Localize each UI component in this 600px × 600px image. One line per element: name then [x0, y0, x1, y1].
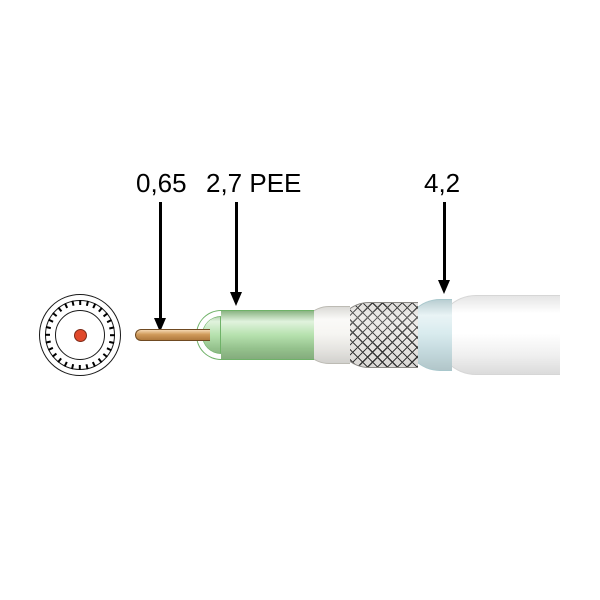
- layer-jacket: [436, 295, 560, 375]
- diagram-stage: 0,65 2,7 PEE 4,2: [0, 0, 600, 600]
- arrow-dielectric-head: [230, 292, 242, 306]
- arrow-dielectric-line: [235, 202, 238, 294]
- arrow-conductor-line: [159, 202, 162, 320]
- layer-dielectric: [196, 310, 314, 360]
- label-jacket: 4,2: [424, 168, 460, 199]
- xsec-core: [74, 329, 87, 342]
- arrow-jacket-head: [438, 280, 450, 294]
- label-conductor: 0,65: [136, 168, 187, 199]
- arrow-jacket-line: [443, 202, 446, 282]
- label-dielectric: 2,7 PEE: [206, 168, 301, 199]
- layer-conductor: [135, 329, 210, 341]
